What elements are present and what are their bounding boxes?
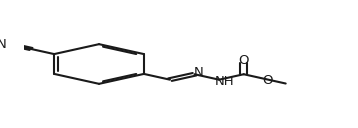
Text: N: N	[194, 66, 204, 79]
Text: O: O	[238, 54, 249, 67]
Text: O: O	[262, 74, 273, 87]
Text: NH: NH	[214, 75, 234, 88]
Text: N: N	[0, 38, 7, 51]
